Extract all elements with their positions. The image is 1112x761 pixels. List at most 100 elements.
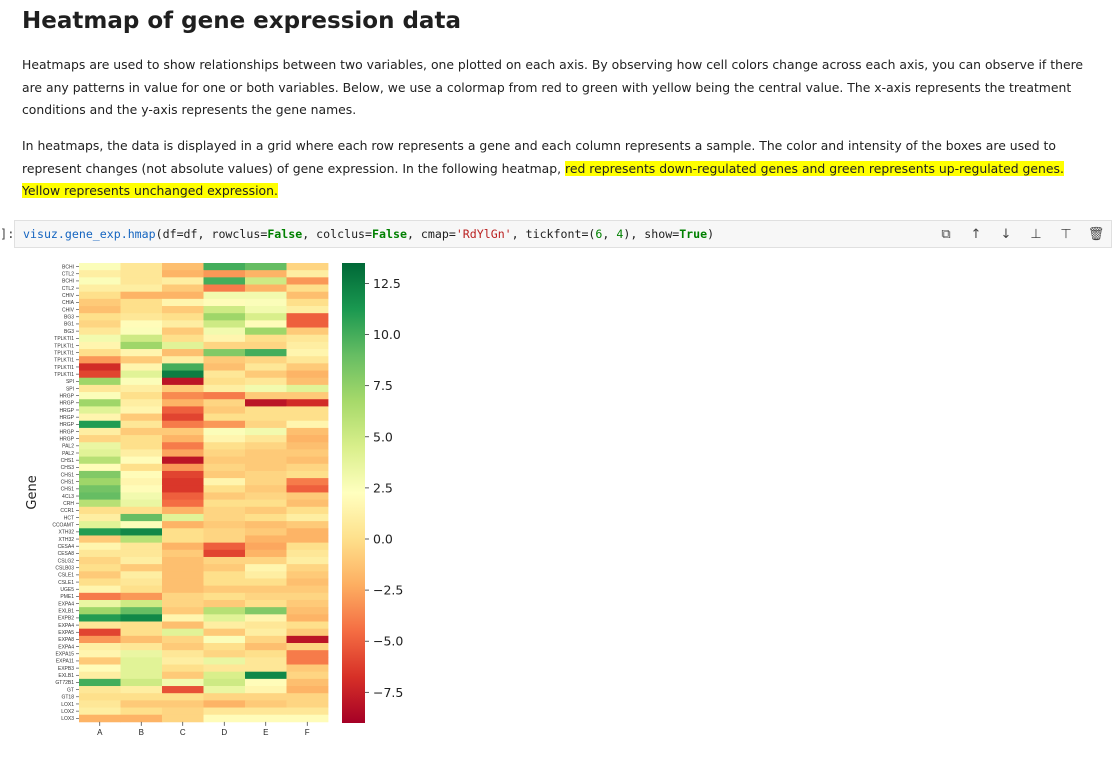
heatmap-cell bbox=[203, 313, 246, 321]
heatmap-cell bbox=[162, 643, 204, 651]
heatmap-cell bbox=[120, 284, 163, 293]
code-text[interactable]: visuz.gene_exp.hmap(df=df, rowclus=False… bbox=[23, 227, 714, 241]
row-label: BG3 bbox=[64, 329, 74, 335]
move-down-icon[interactable]: ↓ bbox=[1000, 226, 1012, 242]
heatmap-cell bbox=[120, 413, 163, 422]
heatmap-cell bbox=[245, 686, 287, 694]
heatmap-cell bbox=[203, 485, 246, 493]
heatmap-cell bbox=[286, 298, 329, 307]
heatmap-cell bbox=[79, 678, 121, 687]
row-label: HRGP bbox=[60, 436, 75, 442]
heatmap-cell bbox=[162, 571, 204, 579]
heatmap-cell bbox=[120, 650, 163, 658]
heatmap-cell bbox=[203, 671, 246, 680]
row-label: XTH32 bbox=[58, 537, 74, 543]
heatmap-cell bbox=[120, 420, 163, 429]
heatmap-cell bbox=[245, 628, 287, 637]
heatmap-cell bbox=[203, 306, 246, 314]
heatmap-cell bbox=[245, 449, 287, 457]
heatmap-cell bbox=[203, 284, 246, 293]
heatmap-cell bbox=[245, 456, 287, 465]
heatmap-cell bbox=[120, 463, 163, 472]
heatmap-cell bbox=[203, 356, 246, 364]
copy-cell-icon[interactable]: ⧉ bbox=[941, 226, 951, 242]
heatmap-cell bbox=[79, 714, 121, 723]
row-label: HRGP bbox=[60, 415, 75, 421]
code-token: 'RdYlGn' bbox=[455, 227, 512, 241]
heatmap-cell bbox=[162, 628, 204, 637]
move-up-icon[interactable]: ↑ bbox=[970, 226, 982, 242]
row-label: CESA8 bbox=[58, 551, 75, 557]
heatmap-cell bbox=[120, 456, 163, 465]
heatmap-cell bbox=[162, 413, 204, 422]
row-label: CSLE1 bbox=[58, 573, 74, 579]
heatmap-cell bbox=[286, 535, 329, 544]
heatmap-cell bbox=[162, 528, 204, 536]
heatmap-cell bbox=[203, 320, 246, 328]
heatmap-cell bbox=[79, 643, 121, 651]
heatmap-cell bbox=[286, 270, 329, 278]
heatmap-cell bbox=[245, 413, 287, 422]
heatmap-cell bbox=[120, 313, 163, 321]
code-token: , colclus= bbox=[302, 227, 373, 241]
heatmap-cell bbox=[203, 363, 246, 371]
row-label: BCHI bbox=[62, 279, 74, 285]
row-label: LOX3 bbox=[61, 716, 74, 722]
heatmap-cell bbox=[79, 284, 121, 293]
heatmap-cell bbox=[245, 528, 287, 536]
heatmap-cell bbox=[203, 657, 246, 665]
heatmap-cell bbox=[203, 327, 246, 336]
heatmap-cell bbox=[286, 263, 329, 271]
heatmap-cell bbox=[245, 327, 287, 336]
row-label: EXLB1 bbox=[58, 609, 74, 615]
heatmap-cell bbox=[79, 399, 121, 407]
heatmap-cell bbox=[120, 686, 163, 694]
heatmap-cell bbox=[203, 614, 246, 622]
heatmap-cell bbox=[245, 442, 287, 450]
heatmap-cell bbox=[245, 320, 287, 328]
heatmap-cell bbox=[162, 478, 204, 486]
heatmap-cell bbox=[203, 599, 246, 608]
row-label: HRGP bbox=[60, 422, 75, 428]
heatmap-cell bbox=[286, 349, 329, 357]
heatmap-cell bbox=[162, 406, 204, 414]
heatmap-cell bbox=[79, 456, 121, 465]
heatmap-cell bbox=[79, 578, 121, 587]
heatmap-cell bbox=[79, 449, 121, 457]
colorbar-tick-label: 10.0 bbox=[373, 327, 401, 342]
heatmap-cell bbox=[203, 564, 246, 572]
heatmap-cell bbox=[120, 678, 163, 687]
heatmap-cell bbox=[120, 549, 163, 558]
heatmap-cell bbox=[120, 643, 163, 651]
heatmap-cell bbox=[79, 349, 121, 357]
row-label: EXPB2 bbox=[58, 616, 74, 622]
heatmap-cell bbox=[79, 442, 121, 450]
heatmap-cell bbox=[286, 363, 329, 371]
heatmap-cell bbox=[120, 356, 163, 364]
delete-cell-icon[interactable]: 🗑 bbox=[1087, 226, 1105, 242]
heatmap-cell bbox=[120, 492, 163, 501]
heatmap-cell bbox=[245, 664, 287, 673]
heatmap-cell bbox=[203, 506, 246, 515]
heatmap-cell bbox=[162, 614, 204, 622]
heatmap-cell bbox=[162, 470, 204, 479]
heatmap-cell bbox=[162, 341, 204, 350]
heatmap-cell bbox=[286, 420, 329, 429]
insert-below-icon[interactable]: ⊤ bbox=[1060, 226, 1072, 242]
heatmap-cell bbox=[79, 463, 121, 472]
heatmap-cell bbox=[203, 714, 246, 723]
heatmap-cell bbox=[203, 384, 246, 393]
heatmap-cell bbox=[162, 556, 204, 565]
heatmap-cell bbox=[286, 513, 329, 522]
heatmap-cell bbox=[203, 442, 246, 450]
code-token: ), show= bbox=[623, 227, 680, 241]
heatmap-cell bbox=[79, 556, 121, 565]
heatmap-cell bbox=[79, 420, 121, 429]
heatmap-cell bbox=[120, 406, 163, 414]
row-label: BG1 bbox=[64, 322, 74, 328]
heatmap-cell bbox=[245, 592, 287, 601]
heatmap-cell bbox=[79, 485, 121, 493]
heatmap-cell bbox=[120, 528, 163, 536]
code-cell[interactable]: visuz.gene_exp.hmap(df=df, rowclus=False… bbox=[14, 220, 1112, 248]
insert-above-icon[interactable]: ⊥ bbox=[1030, 226, 1042, 242]
